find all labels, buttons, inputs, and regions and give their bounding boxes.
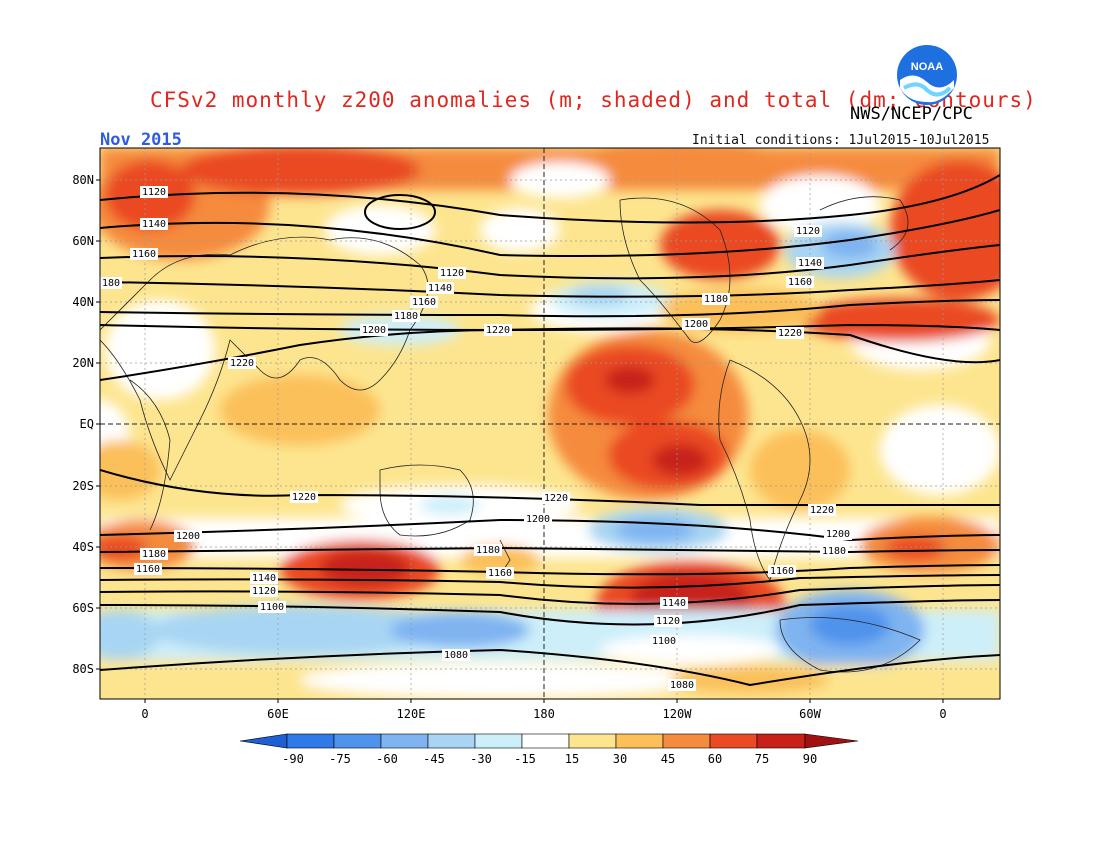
initial-conditions: Initial conditions: 1Jul2015-10Jul2015 — [692, 133, 990, 148]
lon-label: 60W — [799, 707, 821, 721]
lat-label: 80S — [72, 662, 94, 676]
contour-label: 1120 — [656, 616, 680, 627]
colorbar-label: -45 — [423, 752, 445, 766]
colorbar-label: 15 — [564, 752, 580, 766]
colorbar-swatch — [615, 733, 664, 749]
colorbar-label: 60 — [707, 752, 723, 766]
lat-label: 20N — [72, 356, 94, 370]
colorbar-label: 75 — [754, 752, 770, 766]
colorbar-swatch — [333, 733, 382, 749]
contour-label: 1160 — [412, 297, 436, 308]
colorbar-label: -90 — [282, 752, 304, 766]
lat-label: 40S — [72, 540, 94, 554]
colorbar-swatch — [380, 733, 429, 749]
contour-label: 1140 — [662, 598, 686, 609]
colorbar-swatch — [709, 733, 758, 749]
contour-labels: 1120 1140 1160 180 1120 1140 1160 1180 1… — [100, 186, 852, 691]
contour-label: 1180 — [394, 311, 418, 322]
colorbar-arrow-high — [804, 733, 859, 749]
contour-label: 1220 — [230, 358, 254, 369]
lon-label: 60E — [267, 707, 289, 721]
contour-label: 1180 — [704, 294, 728, 305]
colorbar-swatch — [756, 733, 806, 749]
colorbar-label: 30 — [612, 752, 628, 766]
contour-label: 1220 — [544, 493, 568, 504]
contour-label: 1080 — [670, 680, 694, 691]
contour-label: 1220 — [778, 328, 802, 339]
lat-label: 40N — [72, 295, 94, 309]
colorbar-swatch — [662, 733, 711, 749]
contour-label: 1180 — [822, 546, 846, 557]
colorbar-swatch — [286, 733, 335, 749]
colorbar-swatch — [568, 733, 617, 749]
contour-label: 1200 — [362, 325, 386, 336]
noaa-logo-icon: NOAA — [897, 45, 957, 105]
contour-label: 1120 — [440, 268, 464, 279]
contour-label: 1100 — [652, 636, 676, 647]
contour-label: 1180 — [142, 549, 166, 560]
equator-dateline — [100, 148, 1000, 699]
colorbar-swatch — [474, 733, 523, 749]
contour-label: 1220 — [292, 492, 316, 503]
colorbar-label: -60 — [376, 752, 398, 766]
colorbar-label: 45 — [660, 752, 676, 766]
map-title: CFSv2 monthly z200 anomalies (m; shaded)… — [150, 88, 1037, 112]
lat-label: EQ — [79, 417, 94, 431]
organization-label: NWS/NCEP/CPC — [850, 104, 973, 124]
contour-label: 1120 — [796, 226, 820, 237]
colorbar-swatch — [427, 733, 476, 749]
colorbar-label: 90 — [802, 752, 818, 766]
contour-label: 180 — [102, 278, 120, 289]
contour-label: 1140 — [428, 283, 452, 294]
lat-label: 80N — [72, 173, 94, 187]
forecast-month: Nov 2015 — [100, 130, 182, 150]
contour-label: 1160 — [136, 564, 160, 575]
contour-label: 1200 — [684, 319, 708, 330]
contour-label: 1120 — [252, 586, 276, 597]
lon-label: 180 — [533, 707, 555, 721]
contour-label: 1200 — [826, 529, 850, 540]
contour-label: 1080 — [444, 650, 468, 661]
colorbar-arrow-low — [239, 733, 288, 749]
lon-label: 0 — [939, 707, 947, 721]
contour-label: 1200 — [526, 514, 550, 525]
contour-label: 1220 — [810, 505, 834, 516]
colorbar-label: -30 — [470, 752, 492, 766]
contour-label: 1140 — [252, 573, 276, 584]
colorbar — [239, 733, 859, 749]
contour-label: 1160 — [788, 277, 812, 288]
colorbar-label: -75 — [329, 752, 351, 766]
contour-label: 1160 — [488, 568, 512, 579]
contour-label: 1220 — [486, 325, 510, 336]
contour-label: 1160 — [132, 249, 156, 260]
contour-label: 1200 — [176, 531, 200, 542]
colorbar-swatch — [521, 733, 570, 749]
lat-label: 60N — [72, 234, 94, 248]
axis-ticks — [96, 179, 944, 703]
contour-label: 1140 — [798, 258, 822, 269]
contour-label: 1180 — [476, 545, 500, 556]
contour-label: 1100 — [260, 602, 284, 613]
contour-label: 1120 — [142, 187, 166, 198]
lat-label: 60S — [72, 601, 94, 615]
coastlines — [100, 196, 921, 673]
colorbar-label: -15 — [514, 752, 536, 766]
anomaly-shading: 1120 1140 1160 180 1120 1140 1160 1180 1… — [100, 148, 1000, 699]
contour-label: 1140 — [142, 219, 166, 230]
lat-label: 20S — [72, 479, 94, 493]
noaa-logo-text: NOAA — [911, 61, 943, 73]
lon-label: 120E — [396, 707, 426, 721]
lon-label: 0 — [141, 707, 149, 721]
contour-label: 1160 — [770, 566, 794, 577]
lon-label: 120W — [662, 707, 692, 721]
